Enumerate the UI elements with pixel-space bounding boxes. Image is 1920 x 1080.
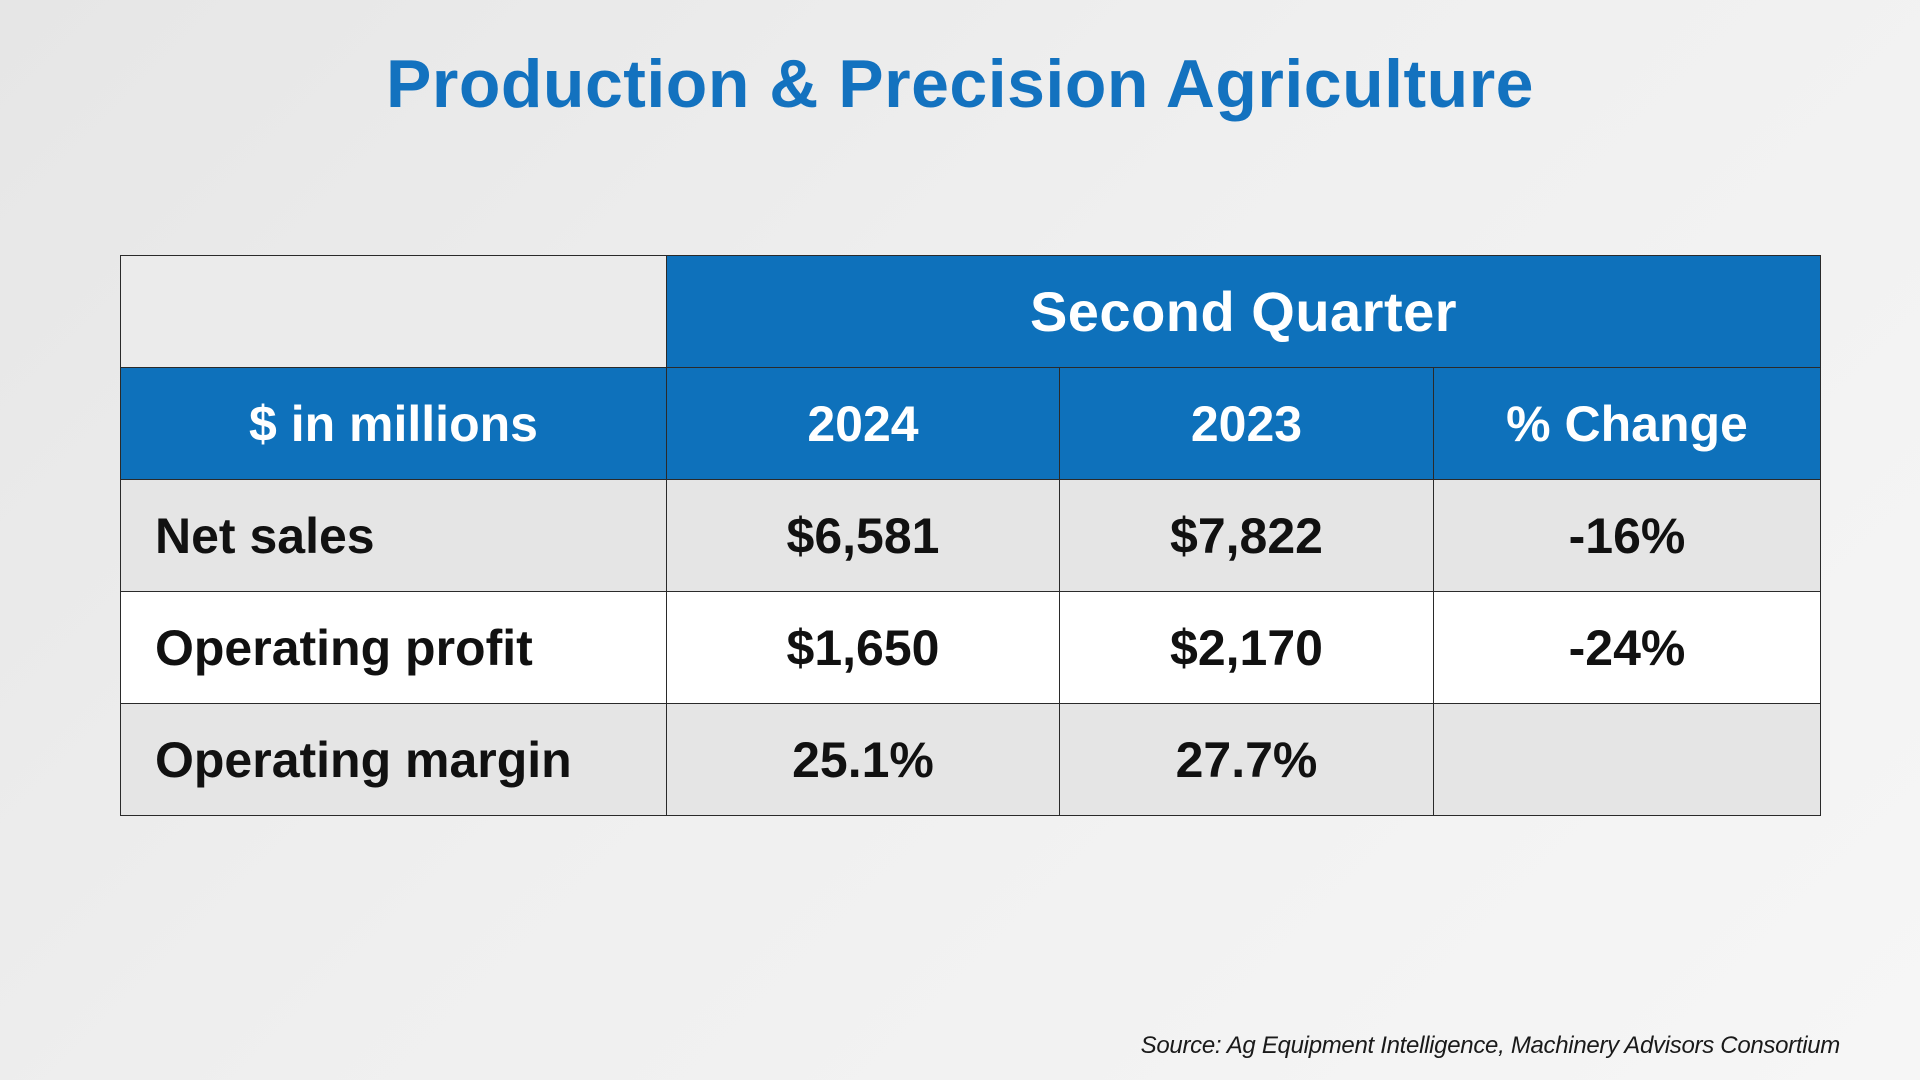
cell-operating-margin-2024: 25.1% [666, 703, 1060, 816]
row-label-operating-profit: Operating profit [120, 591, 667, 704]
cell-operating-profit-2023: $2,170 [1059, 591, 1434, 704]
group-header-second-quarter: Second Quarter [666, 255, 1821, 368]
table-row-operating-margin: Operating margin 25.1% 27.7% [120, 703, 1821, 816]
cell-operating-margin-pct-change [1433, 703, 1821, 816]
financial-table: Second Quarter $ in millions 2024 2023 %… [120, 255, 1821, 816]
column-header-units: $ in millions [120, 367, 667, 480]
cell-operating-margin-2023: 27.7% [1059, 703, 1434, 816]
table-row-operating-profit: Operating profit $1,650 $2,170 -24% [120, 591, 1821, 704]
column-header-pct-change: % Change [1433, 367, 1821, 480]
source-note: Source: Ag Equipment Intelligence, Machi… [1140, 1032, 1841, 1059]
table-row-net-sales: Net sales $6,581 $7,822 -16% [120, 479, 1821, 592]
cell-net-sales-2023: $7,822 [1059, 479, 1434, 592]
row-label-operating-margin: Operating margin [120, 703, 667, 816]
cell-operating-profit-2024: $1,650 [666, 591, 1060, 704]
cell-operating-profit-pct-change: -24% [1433, 591, 1821, 704]
group-header-row: Second Quarter [120, 255, 1821, 368]
row-label-net-sales: Net sales [120, 479, 667, 592]
column-header-2024: 2024 [666, 367, 1060, 480]
page-title: Production & Precision Agriculture [386, 46, 1534, 122]
column-header-2023: 2023 [1059, 367, 1434, 480]
cell-net-sales-2024: $6,581 [666, 479, 1060, 592]
cell-net-sales-pct-change: -16% [1433, 479, 1821, 592]
column-header-row: $ in millions 2024 2023 % Change [120, 367, 1821, 480]
blank-corner-cell [120, 255, 667, 368]
